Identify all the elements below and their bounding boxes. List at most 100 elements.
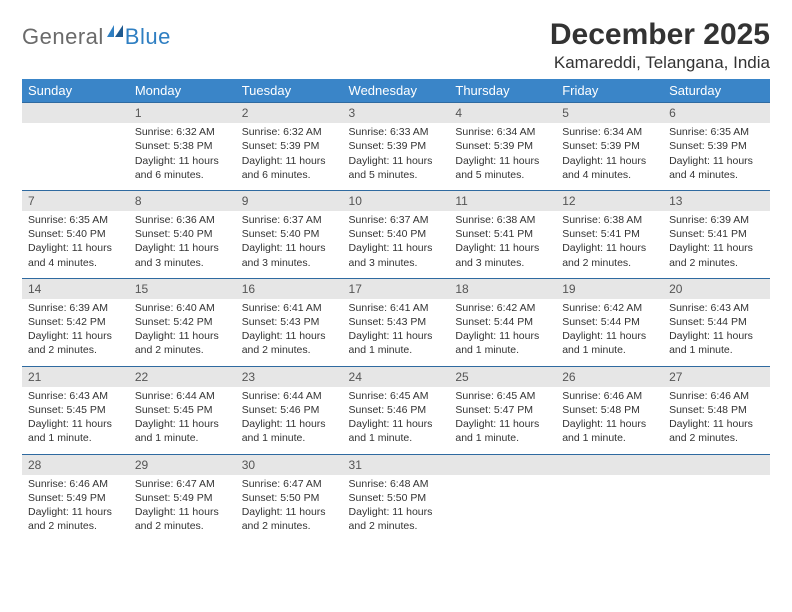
sunrise-text: Sunrise: 6:42 AM	[455, 301, 550, 315]
calendar-day: 23Sunrise: 6:44 AMSunset: 5:46 PMDayligh…	[236, 366, 343, 454]
day-body: Sunrise: 6:47 AMSunset: 5:50 PMDaylight:…	[236, 475, 343, 542]
daylight-text: Daylight: 11 hours and 4 minutes.	[562, 154, 657, 182]
day-number: 21	[22, 366, 129, 387]
calendar-day: 10Sunrise: 6:37 AMSunset: 5:40 PMDayligh…	[343, 190, 450, 278]
day-body: Sunrise: 6:44 AMSunset: 5:45 PMDaylight:…	[129, 387, 236, 454]
day-body: Sunrise: 6:48 AMSunset: 5:50 PMDaylight:…	[343, 475, 450, 542]
calendar-day: 29Sunrise: 6:47 AMSunset: 5:49 PMDayligh…	[129, 454, 236, 542]
daylight-text: Daylight: 11 hours and 5 minutes.	[455, 154, 550, 182]
weekday-header: Wednesday	[343, 79, 450, 102]
day-body: Sunrise: 6:36 AMSunset: 5:40 PMDaylight:…	[129, 211, 236, 278]
daylight-text: Daylight: 11 hours and 2 minutes.	[669, 241, 764, 269]
day-number: 16	[236, 278, 343, 299]
calendar-day: 8Sunrise: 6:36 AMSunset: 5:40 PMDaylight…	[129, 190, 236, 278]
weekday-header: Friday	[556, 79, 663, 102]
sunset-text: Sunset: 5:46 PM	[242, 403, 337, 417]
daylight-text: Daylight: 11 hours and 2 minutes.	[28, 329, 123, 357]
sunrise-text: Sunrise: 6:39 AM	[28, 301, 123, 315]
sunrise-text: Sunrise: 6:45 AM	[455, 389, 550, 403]
sunset-text: Sunset: 5:49 PM	[28, 491, 123, 505]
sunset-text: Sunset: 5:42 PM	[135, 315, 230, 329]
calendar-day: 13Sunrise: 6:39 AMSunset: 5:41 PMDayligh…	[663, 190, 770, 278]
daylight-text: Daylight: 11 hours and 2 minutes.	[349, 505, 444, 533]
sunset-text: Sunset: 5:43 PM	[349, 315, 444, 329]
calendar-day: 11Sunrise: 6:38 AMSunset: 5:41 PMDayligh…	[449, 190, 556, 278]
day-body: Sunrise: 6:32 AMSunset: 5:39 PMDaylight:…	[236, 123, 343, 190]
sunrise-text: Sunrise: 6:45 AM	[349, 389, 444, 403]
sunrise-text: Sunrise: 6:47 AM	[242, 477, 337, 491]
calendar-day: 3Sunrise: 6:33 AMSunset: 5:39 PMDaylight…	[343, 102, 450, 190]
sunrise-text: Sunrise: 6:38 AM	[562, 213, 657, 227]
day-number: 10	[343, 190, 450, 211]
calendar-day: 16Sunrise: 6:41 AMSunset: 5:43 PMDayligh…	[236, 278, 343, 366]
calendar-day: 21Sunrise: 6:43 AMSunset: 5:45 PMDayligh…	[22, 366, 129, 454]
day-number	[449, 454, 556, 475]
sunrise-text: Sunrise: 6:43 AM	[669, 301, 764, 315]
sunset-text: Sunset: 5:48 PM	[669, 403, 764, 417]
day-number: 26	[556, 366, 663, 387]
day-body: Sunrise: 6:32 AMSunset: 5:38 PMDaylight:…	[129, 123, 236, 190]
day-body: Sunrise: 6:34 AMSunset: 5:39 PMDaylight:…	[449, 123, 556, 190]
sunset-text: Sunset: 5:39 PM	[455, 139, 550, 153]
calendar-day: 12Sunrise: 6:38 AMSunset: 5:41 PMDayligh…	[556, 190, 663, 278]
calendar-day: 6Sunrise: 6:35 AMSunset: 5:39 PMDaylight…	[663, 102, 770, 190]
day-number: 23	[236, 366, 343, 387]
day-body: Sunrise: 6:45 AMSunset: 5:47 PMDaylight:…	[449, 387, 556, 454]
sunrise-text: Sunrise: 6:46 AM	[28, 477, 123, 491]
sunrise-text: Sunrise: 6:46 AM	[562, 389, 657, 403]
daylight-text: Daylight: 11 hours and 3 minutes.	[455, 241, 550, 269]
title-block: December 2025 Kamareddi, Telangana, Indi…	[550, 18, 770, 73]
sunrise-text: Sunrise: 6:35 AM	[669, 125, 764, 139]
day-number: 20	[663, 278, 770, 299]
sunset-text: Sunset: 5:42 PM	[28, 315, 123, 329]
day-body: Sunrise: 6:38 AMSunset: 5:41 PMDaylight:…	[556, 211, 663, 278]
calendar-week: 14Sunrise: 6:39 AMSunset: 5:42 PMDayligh…	[22, 278, 770, 366]
calendar-day: 5Sunrise: 6:34 AMSunset: 5:39 PMDaylight…	[556, 102, 663, 190]
daylight-text: Daylight: 11 hours and 2 minutes.	[562, 241, 657, 269]
sunset-text: Sunset: 5:48 PM	[562, 403, 657, 417]
day-number: 27	[663, 366, 770, 387]
day-body: Sunrise: 6:40 AMSunset: 5:42 PMDaylight:…	[129, 299, 236, 366]
sunrise-text: Sunrise: 6:44 AM	[242, 389, 337, 403]
sunrise-text: Sunrise: 6:32 AM	[135, 125, 230, 139]
sunset-text: Sunset: 5:50 PM	[349, 491, 444, 505]
daylight-text: Daylight: 11 hours and 3 minutes.	[135, 241, 230, 269]
daylight-text: Daylight: 11 hours and 1 minute.	[455, 329, 550, 357]
day-number	[556, 454, 663, 475]
daylight-text: Daylight: 11 hours and 6 minutes.	[242, 154, 337, 182]
sunset-text: Sunset: 5:47 PM	[455, 403, 550, 417]
calendar-day: 2Sunrise: 6:32 AMSunset: 5:39 PMDaylight…	[236, 102, 343, 190]
brand-logo: General Blue	[22, 18, 171, 50]
day-number: 2	[236, 102, 343, 123]
day-number: 11	[449, 190, 556, 211]
daylight-text: Daylight: 11 hours and 1 minute.	[135, 417, 230, 445]
day-body: Sunrise: 6:46 AMSunset: 5:49 PMDaylight:…	[22, 475, 129, 542]
calendar-day: 19Sunrise: 6:42 AMSunset: 5:44 PMDayligh…	[556, 278, 663, 366]
sunrise-text: Sunrise: 6:40 AM	[135, 301, 230, 315]
sunrise-text: Sunrise: 6:33 AM	[349, 125, 444, 139]
calendar-day: 17Sunrise: 6:41 AMSunset: 5:43 PMDayligh…	[343, 278, 450, 366]
calendar-day: 28Sunrise: 6:46 AMSunset: 5:49 PMDayligh…	[22, 454, 129, 542]
day-body: Sunrise: 6:34 AMSunset: 5:39 PMDaylight:…	[556, 123, 663, 190]
day-body: Sunrise: 6:44 AMSunset: 5:46 PMDaylight:…	[236, 387, 343, 454]
day-number: 7	[22, 190, 129, 211]
daylight-text: Daylight: 11 hours and 2 minutes.	[28, 505, 123, 533]
day-body: Sunrise: 6:45 AMSunset: 5:46 PMDaylight:…	[343, 387, 450, 454]
day-number: 1	[129, 102, 236, 123]
weekday-header: Thursday	[449, 79, 556, 102]
daylight-text: Daylight: 11 hours and 3 minutes.	[349, 241, 444, 269]
daylight-text: Daylight: 11 hours and 1 minute.	[349, 417, 444, 445]
sunrise-text: Sunrise: 6:37 AM	[242, 213, 337, 227]
sunrise-text: Sunrise: 6:46 AM	[669, 389, 764, 403]
day-body: Sunrise: 6:37 AMSunset: 5:40 PMDaylight:…	[343, 211, 450, 278]
calendar-day: 9Sunrise: 6:37 AMSunset: 5:40 PMDaylight…	[236, 190, 343, 278]
calendar-week: 1Sunrise: 6:32 AMSunset: 5:38 PMDaylight…	[22, 102, 770, 190]
sunrise-text: Sunrise: 6:36 AM	[135, 213, 230, 227]
day-body: Sunrise: 6:42 AMSunset: 5:44 PMDaylight:…	[449, 299, 556, 366]
sunrise-text: Sunrise: 6:32 AM	[242, 125, 337, 139]
calendar-day: 31Sunrise: 6:48 AMSunset: 5:50 PMDayligh…	[343, 454, 450, 542]
brand-blue: Blue	[125, 24, 171, 50]
sunset-text: Sunset: 5:38 PM	[135, 139, 230, 153]
daylight-text: Daylight: 11 hours and 1 minute.	[669, 329, 764, 357]
sunrise-text: Sunrise: 6:37 AM	[349, 213, 444, 227]
